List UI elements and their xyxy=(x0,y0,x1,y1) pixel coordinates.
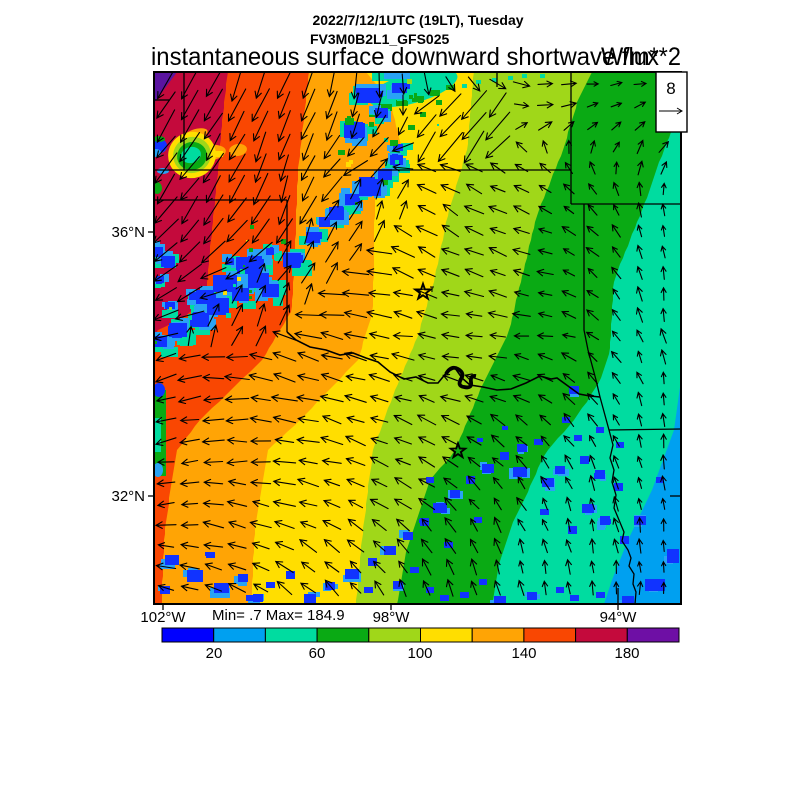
svg-text:140: 140 xyxy=(511,645,536,662)
svg-text:instantaneous surface downward: instantaneous surface downward shortwave… xyxy=(151,43,659,71)
svg-text:60: 60 xyxy=(309,645,326,662)
svg-text:8: 8 xyxy=(666,79,675,98)
svg-text:98°W: 98°W xyxy=(373,609,411,626)
svg-text:94°W: 94°W xyxy=(600,609,638,626)
svg-text:36°N: 36°N xyxy=(111,224,145,241)
svg-text:20: 20 xyxy=(206,645,223,662)
svg-text:FV3M0B2L1_GFS025: FV3M0B2L1_GFS025 xyxy=(310,31,449,47)
svg-text:2022/7/12/1UTC (19LT), Tuesday: 2022/7/12/1UTC (19LT), Tuesday xyxy=(312,12,523,28)
svg-text:102°W: 102°W xyxy=(140,609,186,626)
svg-text:32°N: 32°N xyxy=(111,488,145,505)
svg-text:180: 180 xyxy=(614,645,639,662)
svg-text:Min= .7 Max= 184.9: Min= .7 Max= 184.9 xyxy=(212,607,345,624)
svg-text:W/m**2: W/m**2 xyxy=(601,43,681,71)
svg-text:100: 100 xyxy=(407,645,432,662)
